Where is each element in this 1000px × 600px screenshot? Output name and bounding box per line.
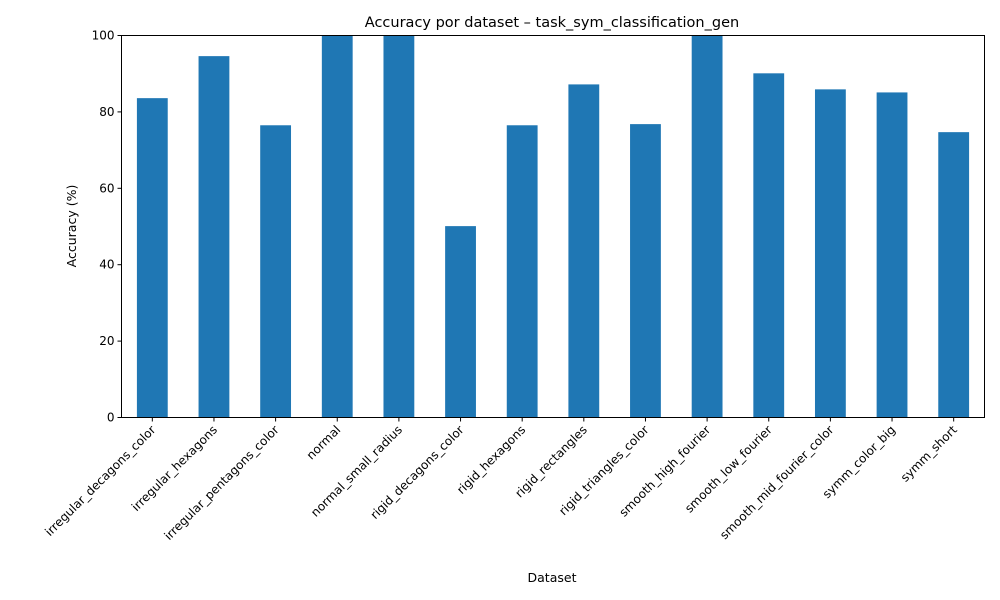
bar-smooth-mid-fourier-color [814,89,846,418]
bar-normal-small-radius [383,35,415,418]
bar-normal [321,35,353,418]
bar-rigid-triangles-color [630,124,661,418]
bar-smooth-high-fourier [691,35,723,418]
bar-symm-color-big [876,92,908,418]
bar-irregular-decagons-color [136,98,168,418]
chart-title: Accuracy por dataset – task_sym_classifi… [365,15,739,31]
y-axis: 0 20 40 60 80 100 [92,29,122,425]
bar-smooth-low-fourier [753,73,785,418]
y-tick-label: 80 [99,105,114,119]
bar-irregular-pentagons-color [260,125,292,418]
bar-rigid-rectangles [568,84,600,418]
y-tick-label: 100 [92,29,115,43]
bar-rigid-decagons-color [445,226,476,418]
plot-frame [121,35,985,418]
bar-rigid-hexagons [506,125,538,418]
y-tick-label: 60 [99,181,114,195]
bar-symm-short [938,132,970,418]
y-axis-label: Accuracy (%) [64,185,79,268]
y-tick-label: 40 [99,258,114,272]
x-axis-label: Dataset [528,570,577,585]
y-tick-label: 20 [99,334,114,348]
bars-group [136,35,970,418]
bar-irregular-hexagons [198,56,230,418]
y-tick-label: 0 [107,411,115,425]
